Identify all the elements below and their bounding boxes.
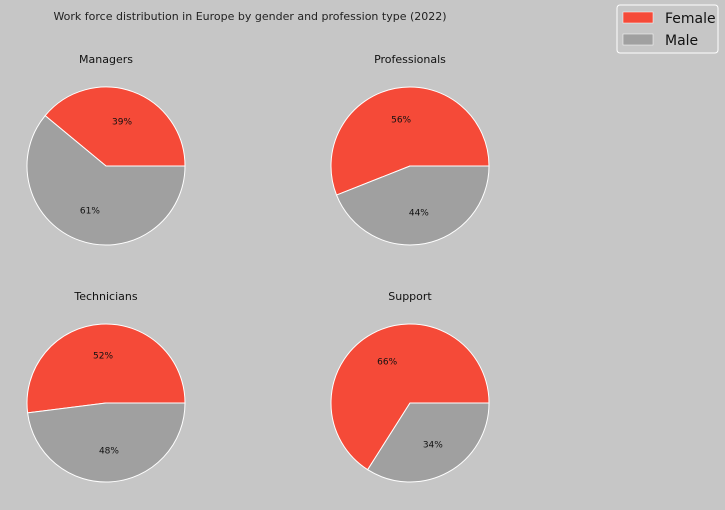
pie-label-professionals-female: 56% [391,115,411,125]
pie-support: Support 66% 34% [330,290,490,483]
pie-label-managers-male: 61% [80,207,100,217]
pie-slice-professionals-female [330,86,490,196]
pie-label-technicians-female: 52% [93,352,113,362]
pie-managers: Managers 39% 61% [26,53,186,246]
pie-professionals: Professionals 56% 44% [330,53,490,246]
pie-title-support: Support [388,290,432,303]
pie-label-support-female: 66% [377,357,397,367]
pie-technicians: Technicians 52% 48% [26,290,186,483]
pie-slice-managers-male [26,115,186,246]
legend-label-female: Female [665,11,716,27]
pie-slice-managers-female [44,86,186,167]
pie-title-professionals: Professionals [374,53,446,66]
pie-slice-support-male [367,402,490,483]
pie-title-managers: Managers [79,53,133,66]
legend-label-male: Male [665,33,698,49]
pie-slice-professionals-male [336,165,490,246]
pie-label-managers-female: 39% [112,117,132,127]
pie-label-support-male: 34% [423,441,443,451]
legend-swatch-male [622,33,654,46]
legend: Female Male [616,4,719,54]
figure-title: Work force distribution in Europe by gen… [53,10,446,23]
pie-title-technicians: Technicians [73,290,137,303]
pie-label-professionals-male: 44% [409,209,429,219]
pie-slice-support-female [330,323,490,471]
pie-label-technicians-male: 48% [99,446,119,456]
legend-swatch-female [622,11,654,24]
pie-slice-technicians-female [26,323,186,414]
pie-slice-technicians-male [27,402,186,483]
